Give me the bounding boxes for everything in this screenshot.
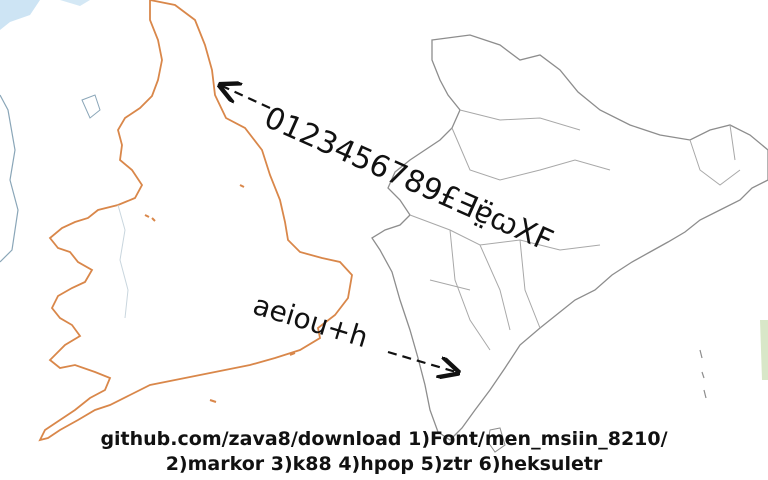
caption-line-2: 2)markor 3)k88 4)hpop 5)ztr 6)heksuletr [0,453,768,475]
arrow-to-england [222,86,270,108]
caption-line-1: github.com/zava8/download 1)Font/men_msi… [0,428,768,450]
arrow-to-india [388,352,456,372]
